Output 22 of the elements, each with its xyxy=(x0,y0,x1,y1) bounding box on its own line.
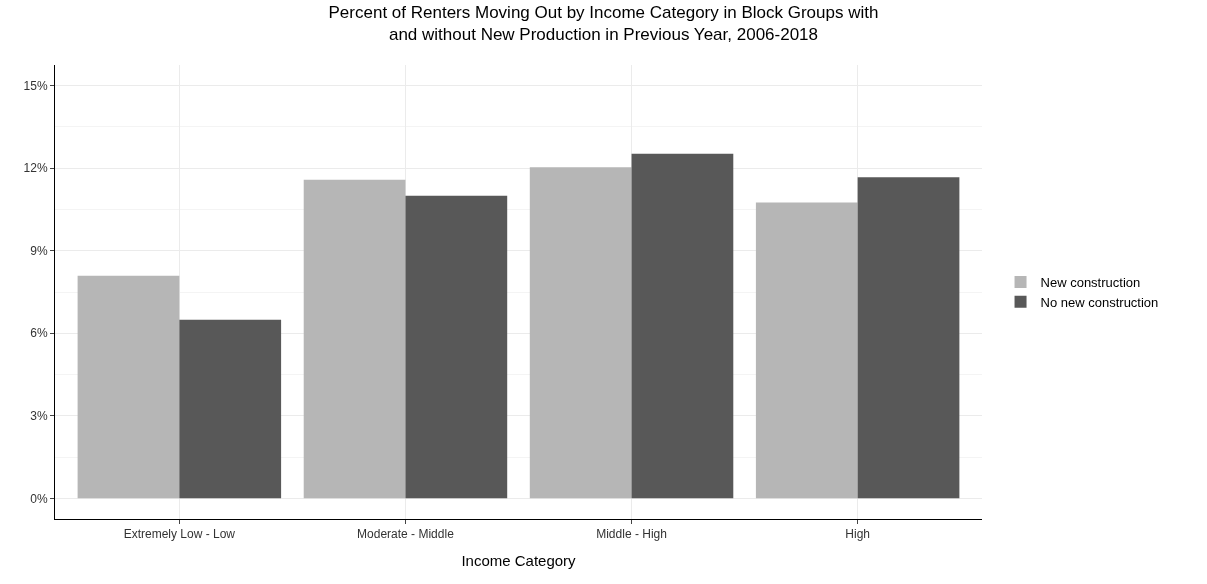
bar xyxy=(405,195,508,499)
y-tick-label: 12% xyxy=(23,161,48,176)
x-axis-title: Income Category xyxy=(461,552,577,570)
y-tick-label: 0% xyxy=(30,491,48,506)
bar xyxy=(179,319,282,499)
x-tick-label: Extremely Low - Low xyxy=(123,527,236,542)
y-tick-label: 3% xyxy=(30,409,48,424)
bar xyxy=(857,177,960,499)
x-tick-label: High xyxy=(845,527,870,542)
bar xyxy=(631,153,734,499)
chart-title: Percent of Renters Moving Out by Income Category in Block Groups with and without New Production in Previous Year, 2006-2018 xyxy=(328,2,879,44)
legend-label: New construction xyxy=(1040,275,1141,291)
legend-label: No new construction xyxy=(1040,294,1159,310)
y-tick-label: 6% xyxy=(30,326,48,341)
x-tick-label: Middle - High xyxy=(596,527,667,542)
bar xyxy=(77,275,180,499)
y-tick-label: 9% xyxy=(30,243,48,258)
bar xyxy=(755,202,858,499)
y-tick-label: 15% xyxy=(23,78,48,93)
x-tick-label: Moderate - Middle xyxy=(357,527,455,542)
bar xyxy=(303,179,406,499)
bar xyxy=(529,167,632,499)
